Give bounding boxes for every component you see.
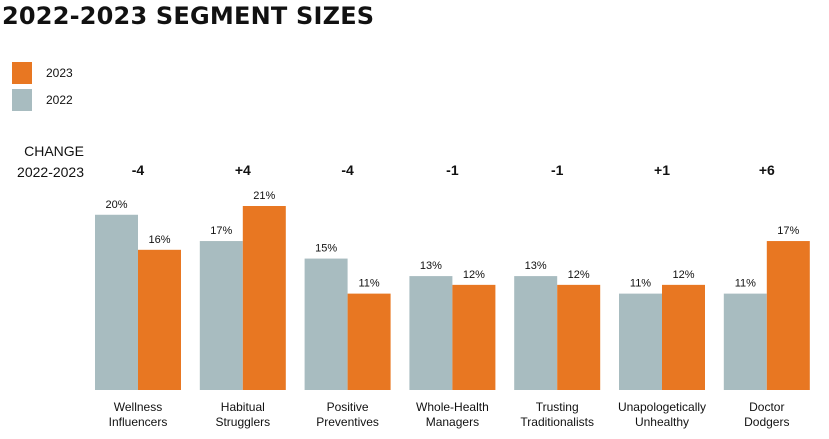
legend-swatch-2023: [12, 62, 32, 84]
data-label-2023-wellness-influencers: 16%: [148, 234, 170, 246]
bar-2023-unapologetically-unhealthy: [662, 284, 705, 390]
change-value-unapologetically-unhealthy: +1: [654, 162, 670, 178]
bar-2022-positive-preventives: [304, 258, 348, 390]
data-label-2023-doctor-dodgers: 17%: [777, 225, 799, 237]
data-label-2022-whole-health-managers: 13%: [420, 260, 442, 272]
data-label-2022-unapologetically-unhealthy: 11%: [630, 278, 651, 290]
category-label-habitual-strugglers-2: Strugglers: [215, 415, 270, 429]
change-header: CHANGE 2022-2023: [6, 141, 84, 183]
change-value-positive-preventives: -4: [341, 162, 354, 178]
bar-2022-unapologetically-unhealthy: [619, 293, 662, 390]
data-label-2023-positive-preventives: 11%: [358, 278, 379, 290]
category-label-trusting-traditionalists-2: Traditionalists: [520, 415, 594, 429]
change-header-line1: CHANGE: [24, 143, 84, 159]
category-label-habitual-strugglers-1: Habitual: [221, 400, 265, 414]
change-value-doctor-dodgers: +6: [759, 162, 775, 178]
legend-item-2022: 2022: [12, 89, 73, 111]
bar-2023-wellness-influencers: [138, 249, 181, 390]
bar-2023-positive-preventives: [347, 293, 391, 390]
category-label-trusting-traditionalists-1: Trusting: [536, 400, 579, 414]
change-value-wellness-influencers: -4: [132, 162, 145, 178]
data-label-2023-trusting-traditionalists: 12%: [568, 269, 590, 281]
bar-2022-trusting-traditionalists: [514, 276, 558, 390]
category-label-wellness-influencers-1: Wellness: [114, 400, 162, 414]
category-label-whole-health-managers-1: Whole-Health: [416, 400, 489, 414]
category-label-doctor-dodgers-1: Doctor: [749, 400, 784, 414]
data-label-2022-wellness-influencers: 20%: [105, 199, 127, 211]
bar-2023-doctor-dodgers: [766, 241, 810, 390]
data-label-2022-doctor-dodgers: 11%: [735, 278, 756, 290]
category-label-positive-preventives-1: Positive: [327, 400, 369, 414]
bar-2023-whole-health-managers: [452, 284, 496, 390]
category-label-wellness-influencers-2: Influencers: [109, 415, 168, 429]
data-label-2023-habitual-strugglers: 21%: [253, 190, 275, 202]
data-label-2022-trusting-traditionalists: 13%: [525, 260, 547, 272]
data-label-2023-unapologetically-unhealthy: 12%: [672, 269, 694, 281]
bar-2023-trusting-traditionalists: [557, 284, 601, 390]
category-label-doctor-dodgers-2: Dodgers: [744, 415, 789, 429]
change-value-trusting-traditionalists: -1: [551, 162, 564, 178]
category-label-whole-health-managers-2: Managers: [426, 415, 479, 429]
category-label-unapologetically-unhealthy-1: Unapologetically: [618, 400, 706, 414]
chart-title: 2022-2023 SEGMENT SIZES: [2, 2, 375, 30]
bar-2022-habitual-strugglers: [199, 241, 243, 390]
bar-2022-whole-health-managers: [409, 276, 453, 390]
bar-2022-wellness-influencers: [95, 214, 138, 390]
legend-label-2023: 2023: [46, 66, 73, 80]
change-header-line2: 2022-2023: [17, 164, 84, 180]
category-label-positive-preventives-2: Preventives: [316, 415, 379, 429]
data-label-2023-whole-health-managers: 12%: [463, 269, 485, 281]
category-label-unapologetically-unhealthy-2: Unhealthy: [635, 415, 689, 429]
bar-2022-doctor-dodgers: [723, 293, 767, 390]
bar-2023-habitual-strugglers: [242, 206, 286, 390]
data-label-2022-positive-preventives: 15%: [315, 243, 337, 255]
legend-item-2023: 2023: [12, 62, 73, 84]
legend-swatch-2022: [12, 89, 32, 111]
legend-label-2022: 2022: [46, 93, 73, 107]
change-value-whole-health-managers: -1: [446, 162, 459, 178]
change-value-habitual-strugglers: +4: [235, 162, 251, 178]
data-label-2022-habitual-strugglers: 17%: [210, 225, 232, 237]
